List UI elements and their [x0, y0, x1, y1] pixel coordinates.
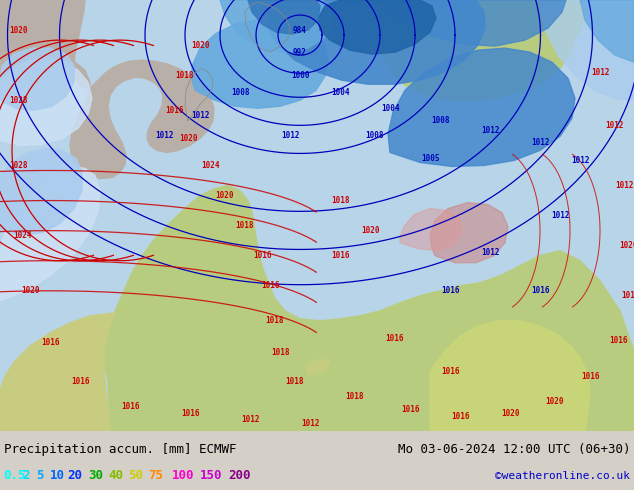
Text: 1020: 1020: [21, 286, 39, 295]
Polygon shape: [0, 313, 115, 431]
Polygon shape: [0, 58, 92, 146]
Polygon shape: [0, 48, 74, 110]
Text: 1028: 1028: [9, 161, 27, 170]
Text: 1020: 1020: [501, 409, 519, 417]
Text: 20: 20: [67, 469, 82, 482]
Polygon shape: [480, 0, 585, 58]
Polygon shape: [0, 0, 214, 178]
Polygon shape: [400, 209, 462, 251]
Text: 1012: 1012: [156, 131, 174, 140]
Text: 1016: 1016: [531, 286, 549, 295]
Text: 1012: 1012: [616, 181, 634, 190]
Text: 1018: 1018: [331, 196, 349, 205]
Text: 1016: 1016: [441, 367, 459, 375]
Polygon shape: [318, 0, 436, 54]
Text: 1020: 1020: [546, 396, 564, 406]
Polygon shape: [248, 0, 320, 34]
Text: 1004: 1004: [331, 88, 349, 97]
Polygon shape: [268, 0, 485, 84]
Polygon shape: [380, 0, 566, 46]
Text: 1012: 1012: [281, 131, 299, 140]
Text: 1018: 1018: [266, 317, 284, 325]
Text: 1016: 1016: [581, 371, 599, 381]
Text: 1004: 1004: [381, 104, 399, 113]
Text: 1005: 1005: [421, 154, 439, 163]
Text: 1012: 1012: [301, 418, 320, 428]
Text: 0.5: 0.5: [3, 469, 25, 482]
Text: 984: 984: [293, 25, 307, 35]
Text: 50: 50: [128, 469, 143, 482]
Polygon shape: [380, 0, 575, 100]
Text: 30: 30: [88, 469, 103, 482]
Text: 1016: 1016: [120, 402, 139, 411]
Text: 1020: 1020: [619, 241, 634, 250]
Text: 1000: 1000: [291, 71, 309, 80]
Text: 75: 75: [148, 469, 163, 482]
Text: 1016: 1016: [609, 337, 627, 345]
Text: 1016: 1016: [331, 251, 349, 260]
Polygon shape: [0, 167, 100, 301]
Text: 1020: 1020: [361, 226, 379, 235]
Text: 1008: 1008: [231, 88, 249, 97]
Text: 1018: 1018: [236, 221, 254, 230]
Text: 1012: 1012: [571, 156, 589, 165]
Text: 1028: 1028: [9, 96, 27, 105]
Text: 1012: 1012: [481, 126, 499, 135]
Text: 100: 100: [172, 469, 195, 482]
Polygon shape: [540, 0, 634, 100]
Text: 5: 5: [36, 469, 44, 482]
Text: 1016: 1016: [441, 286, 459, 295]
Text: 1012: 1012: [551, 211, 569, 220]
Polygon shape: [220, 0, 332, 52]
Text: 40: 40: [108, 469, 123, 482]
Text: Precipitation accum. [mm] ECMWF: Precipitation accum. [mm] ECMWF: [4, 443, 236, 456]
Text: 1016: 1016: [385, 335, 404, 343]
Text: 1024: 1024: [201, 161, 219, 170]
Text: 200: 200: [228, 469, 250, 482]
Text: 1012: 1012: [191, 111, 209, 120]
Text: 1016: 1016: [41, 339, 59, 347]
Text: 2: 2: [22, 469, 30, 482]
Text: 1012: 1012: [605, 121, 624, 130]
Text: 1020: 1020: [179, 134, 197, 143]
Polygon shape: [104, 186, 634, 431]
Text: 1018: 1018: [286, 376, 304, 386]
Text: 1012: 1012: [481, 248, 499, 257]
Text: 10: 10: [50, 469, 65, 482]
Text: 1016: 1016: [261, 281, 279, 290]
Text: 1016: 1016: [253, 251, 271, 260]
Text: 1012: 1012: [531, 138, 549, 147]
Text: 1016: 1016: [621, 292, 634, 300]
Text: 1008: 1008: [366, 131, 384, 140]
Text: 1016: 1016: [71, 376, 89, 386]
Text: 1018: 1018: [176, 71, 194, 80]
Polygon shape: [0, 148, 82, 236]
Text: 1018: 1018: [271, 348, 289, 358]
Text: ©weatheronline.co.uk: ©weatheronline.co.uk: [495, 471, 630, 481]
Polygon shape: [306, 359, 330, 376]
Text: 1016: 1016: [401, 405, 419, 414]
Text: 1012: 1012: [241, 415, 259, 424]
Text: 1012: 1012: [591, 68, 609, 77]
Text: 1016: 1016: [181, 409, 199, 417]
Polygon shape: [430, 202, 508, 263]
Text: 1020: 1020: [191, 41, 209, 49]
Text: 1020: 1020: [9, 25, 27, 35]
Text: 1016: 1016: [451, 412, 469, 420]
Text: 1018: 1018: [346, 392, 365, 401]
Polygon shape: [388, 48, 575, 167]
Text: 1008: 1008: [430, 116, 450, 125]
Text: 1024: 1024: [13, 231, 31, 240]
Polygon shape: [580, 0, 634, 62]
Text: 1020: 1020: [216, 191, 234, 200]
Polygon shape: [192, 20, 328, 108]
Text: 1016: 1016: [165, 106, 184, 115]
Text: 150: 150: [200, 469, 223, 482]
Text: 992: 992: [293, 48, 307, 57]
Polygon shape: [430, 321, 590, 431]
Text: Mo 03-06-2024 12:00 UTC (06+30): Mo 03-06-2024 12:00 UTC (06+30): [398, 443, 630, 456]
